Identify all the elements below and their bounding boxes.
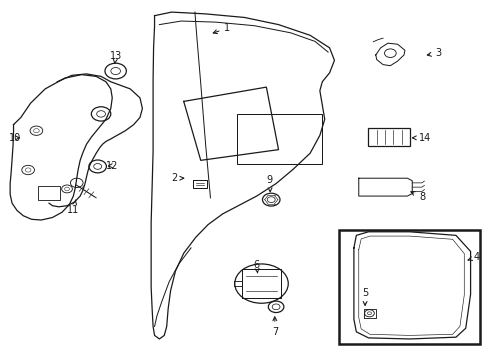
Text: 10: 10 bbox=[9, 133, 21, 143]
Text: 6: 6 bbox=[253, 260, 259, 273]
Text: 8: 8 bbox=[410, 192, 424, 202]
Text: 14: 14 bbox=[411, 133, 430, 143]
Text: 2: 2 bbox=[170, 173, 183, 183]
Text: 9: 9 bbox=[266, 175, 272, 192]
Bar bbox=[237, 114, 322, 164]
Text: 12: 12 bbox=[106, 161, 118, 171]
Text: 11: 11 bbox=[67, 200, 80, 215]
Bar bbox=[368, 128, 409, 146]
Bar bbox=[38, 186, 60, 200]
Text: 1: 1 bbox=[213, 23, 230, 33]
Text: 3: 3 bbox=[427, 48, 440, 58]
Text: 13: 13 bbox=[109, 51, 122, 64]
Text: 4: 4 bbox=[467, 252, 479, 262]
Bar bbox=[339, 230, 479, 344]
Text: 5: 5 bbox=[361, 288, 367, 305]
Text: 7: 7 bbox=[271, 317, 278, 337]
